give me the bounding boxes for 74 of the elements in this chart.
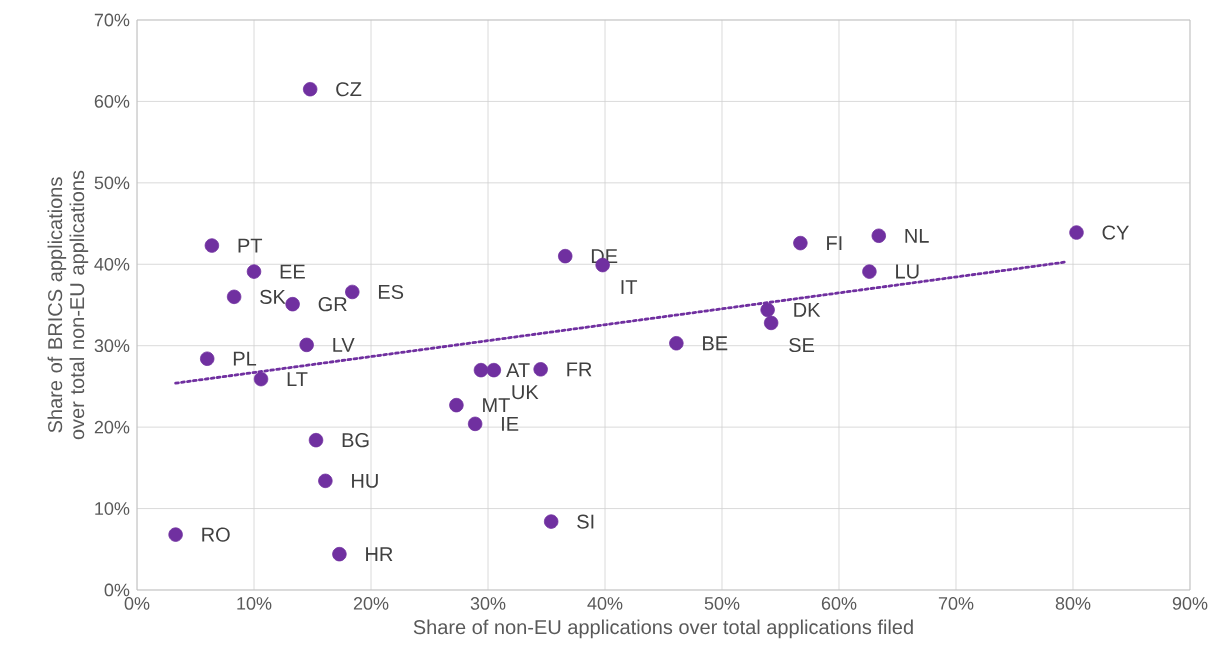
point [467,416,483,432]
annotation: IT [621,280,638,294]
annotation: CZ [336,82,362,97]
annotation: FR [567,362,592,377]
annotation: HR [366,547,393,562]
annotation: RO [202,527,230,542]
point [1069,225,1084,240]
point [862,264,877,279]
annotation: IE [502,416,519,431]
x-tick-label: 10% [237,597,272,610]
point [763,315,779,331]
annotation: BE [703,336,728,351]
point [543,514,559,529]
point [200,351,215,366]
point [871,228,886,243]
point [246,264,262,279]
annotation: LU [896,264,919,279]
annotation: MT [483,398,510,413]
y-tick-label: 20% [94,420,130,434]
point [318,473,333,489]
point [486,362,502,378]
y-tick-label: 0% [104,583,130,597]
y-tick-label: 10% [95,502,130,515]
annotation: AT [506,363,530,378]
point [302,82,318,97]
annotation: PT [238,238,263,253]
point [168,527,183,542]
y-tick-label: 60% [94,95,130,108]
x-tick-label: 60% [821,597,857,610]
point [345,284,360,300]
y-axis-title: Share of BRICS applications over total non-EU applications [47,170,89,440]
point [473,362,489,378]
x-tick-label: 50% [704,597,740,610]
y-tick-label: 30% [94,339,130,353]
point [669,336,684,351]
annotation: CY [1102,225,1129,240]
x-axis-title: Share of non-EU applications over total applications filed [413,619,913,639]
point [285,296,300,312]
x-tick-label: 80% [1055,597,1091,610]
x-tick-label: 40% [587,597,623,610]
x-tick-label: 20% [353,597,389,610]
y-tick-label: 40% [94,257,130,271]
x-tick-label: 0% [124,597,150,610]
annotation: UK [512,385,539,400]
point [533,362,548,377]
annotation: EE [280,264,305,279]
y-tick-label: 70% [94,13,130,27]
annotation: BG [342,433,369,448]
annotation: ES [378,284,404,300]
point [226,289,242,305]
x-tick-label: 70% [938,597,974,610]
annotation: PL [233,351,257,366]
point [449,397,464,413]
annotation: SI [577,514,594,529]
point [760,302,775,318]
annotation: NL [905,228,929,243]
point [308,432,324,448]
annotation: SK [260,289,286,304]
point [332,546,347,562]
annotation: LT [287,372,308,386]
x-tick-label: 90% [1172,597,1208,610]
point [204,238,220,253]
point [793,235,808,251]
point [558,248,573,264]
annotation: HU [352,473,378,488]
annotation: FI [827,236,842,250]
annotation: LV [333,338,355,352]
annotation: GR [318,297,347,312]
x-tick-label: 30% [470,597,506,610]
annotation: SE [789,337,815,353]
point [299,337,314,353]
y-tick-label: 50% [94,176,130,190]
annotation: DK [794,302,821,317]
point [253,371,269,387]
